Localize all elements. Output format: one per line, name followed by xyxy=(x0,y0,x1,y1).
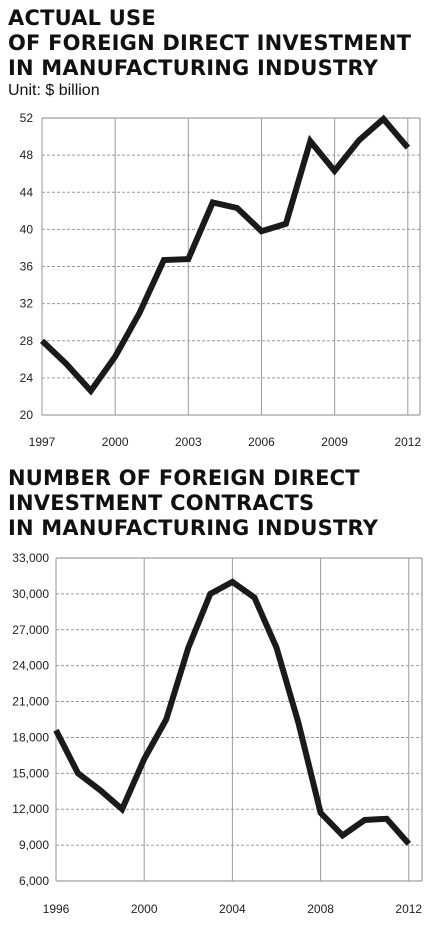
x-tick-label: 2009 xyxy=(321,435,348,449)
chart-2-title: NUMBER OF FOREIGN DIRECT INVESTMENT CONT… xyxy=(8,466,378,541)
chart-2-title-line: INVESTMENT CONTRACTS xyxy=(8,491,315,515)
y-tick-label: 15,000 xyxy=(12,766,49,780)
chart-1-unit-label: Unit: $ billion xyxy=(8,82,100,99)
x-tick-label: 1996 xyxy=(43,902,70,916)
y-tick-label: 24,000 xyxy=(12,659,49,673)
series-line xyxy=(39,114,411,396)
y-tick-label: 32 xyxy=(20,297,34,311)
y-tick-label: 33,000 xyxy=(12,551,49,565)
y-tick-label: 6,000 xyxy=(19,874,49,888)
y-tick-label: 20 xyxy=(20,408,34,422)
chart-1-title-line: ACTUAL USE xyxy=(8,6,156,30)
y-tick-label: 36 xyxy=(20,260,34,274)
chart-1-title-line: OF FOREIGN DIRECT INVESTMENT xyxy=(8,31,412,55)
y-tick-label: 52 xyxy=(20,111,34,125)
y-tick-label: 24 xyxy=(20,371,34,385)
y-tick-label: 48 xyxy=(20,148,34,162)
chart-2-title-line: NUMBER OF FOREIGN DIRECT xyxy=(8,466,360,490)
y-tick-label: 18,000 xyxy=(12,730,49,744)
x-tick-label: 2000 xyxy=(102,435,129,449)
y-tick-label: 12,000 xyxy=(12,802,49,816)
x-tick-label: 1997 xyxy=(29,435,56,449)
y-tick-label: 21,000 xyxy=(12,695,49,709)
x-tick-label: 2004 xyxy=(219,902,246,916)
series-line xyxy=(53,578,412,846)
x-tick-label: 2012 xyxy=(394,435,421,449)
y-tick-label: 44 xyxy=(20,185,34,199)
y-tick-label: 30,000 xyxy=(12,587,49,601)
y-tick-label: 9,000 xyxy=(19,838,49,852)
x-tick-label: 2003 xyxy=(175,435,202,449)
y-tick-label: 28 xyxy=(20,334,34,348)
y-tick-label: 27,000 xyxy=(12,623,49,637)
x-tick-label: 2008 xyxy=(307,902,334,916)
y-tick-label: 40 xyxy=(20,222,34,236)
chart-1-title-line: IN MANUFACTURING INDUSTRY xyxy=(8,56,379,80)
chart-1-fdi-actual-use: 20 24 28 32 36 40 44 48 52 1997 2000 2003 2006 2009 20… xyxy=(20,111,422,449)
chart-1-title: ACTUAL USE OF FOREIGN DIRECT INVESTMENT … xyxy=(8,6,411,81)
chart-2-title-line: IN MANUFACTURING INDUSTRY xyxy=(8,516,379,540)
x-tick-label: 2012 xyxy=(395,902,422,916)
x-tick-label: 2000 xyxy=(131,902,158,916)
x-tick-label: 2006 xyxy=(248,435,275,449)
